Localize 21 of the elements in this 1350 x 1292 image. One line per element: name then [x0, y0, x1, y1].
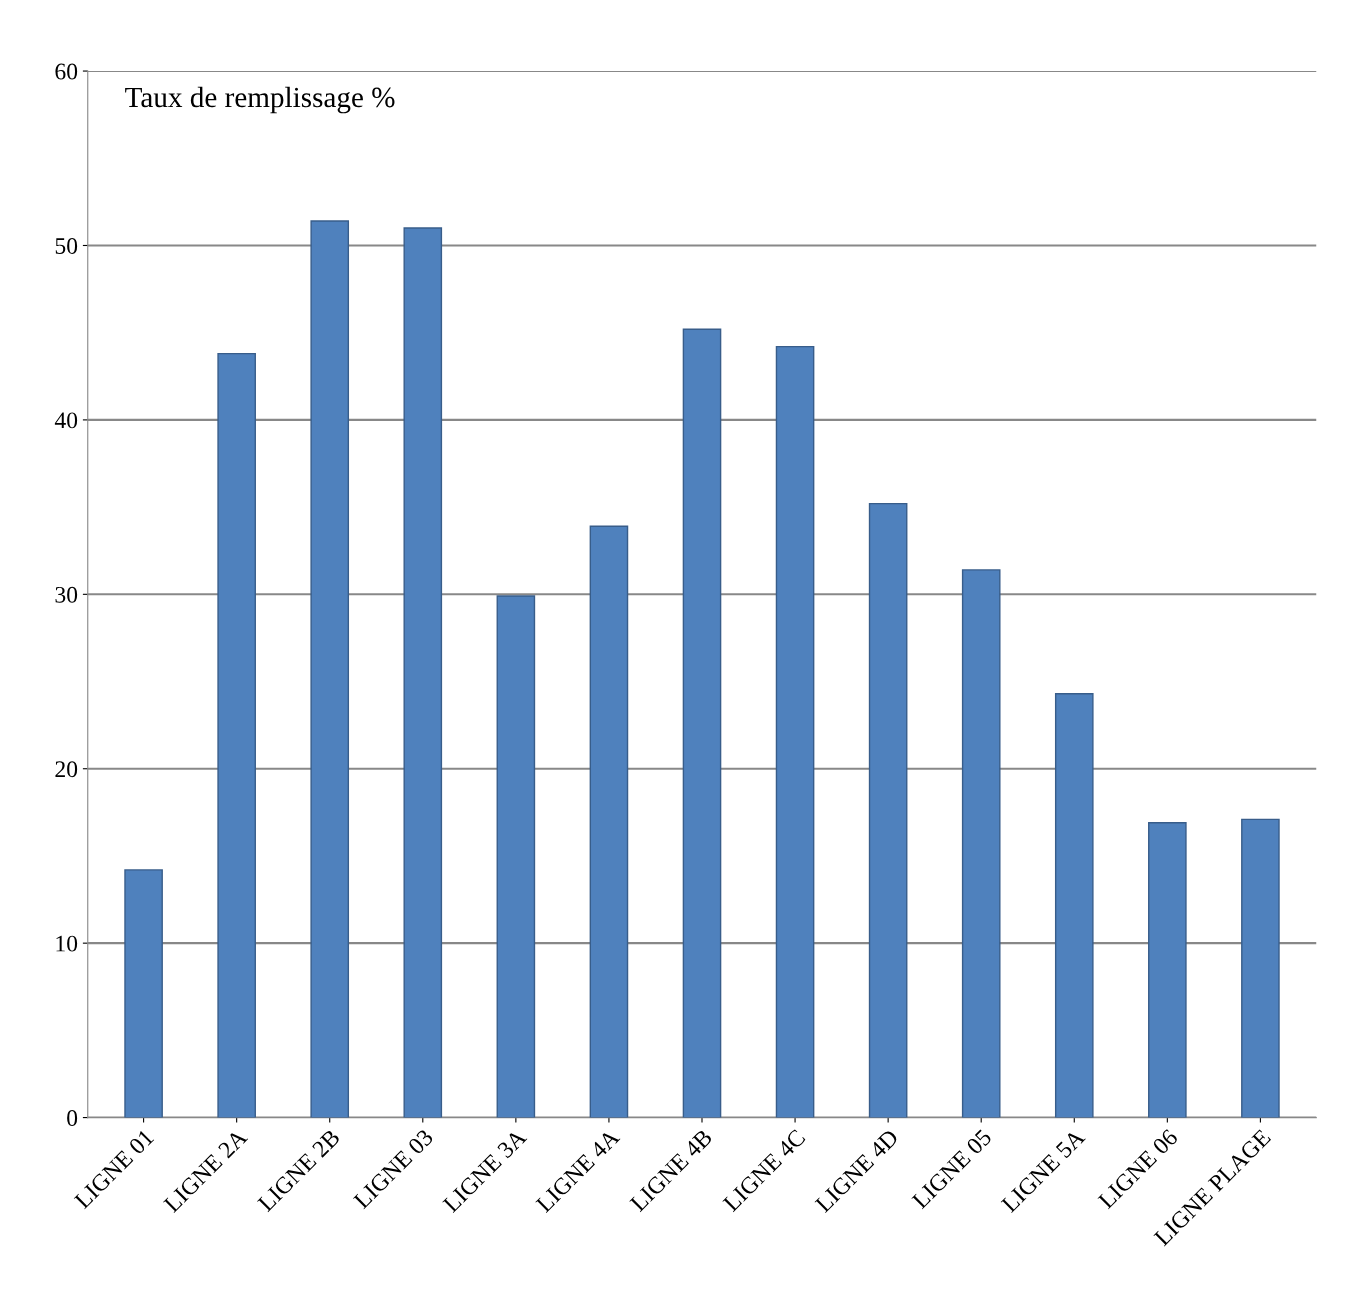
y-tick-label: 50 [55, 237, 78, 254]
y-tick-label: 30 [55, 586, 78, 603]
bar [868, 502, 908, 1118]
y-tick-label: 0 [67, 1110, 78, 1126]
y-tick-label: 10 [56, 935, 78, 952]
bar [1148, 822, 1187, 1118]
bar [1241, 818, 1280, 1118]
bar [775, 345, 815, 1118]
y-tick-label: 20 [55, 761, 78, 778]
bar [310, 220, 350, 1118]
chart-title: Taux de remplissage % [125, 86, 395, 114]
bar [496, 595, 536, 1118]
y-tick-label: 60 [55, 63, 78, 80]
bar [961, 569, 1001, 1118]
bar [124, 869, 163, 1118]
bar [589, 525, 629, 1118]
bar [682, 328, 722, 1118]
y-tick-label: 40 [54, 412, 78, 429]
bar [217, 352, 256, 1118]
bar [1054, 693, 1094, 1118]
bar [403, 227, 443, 1118]
